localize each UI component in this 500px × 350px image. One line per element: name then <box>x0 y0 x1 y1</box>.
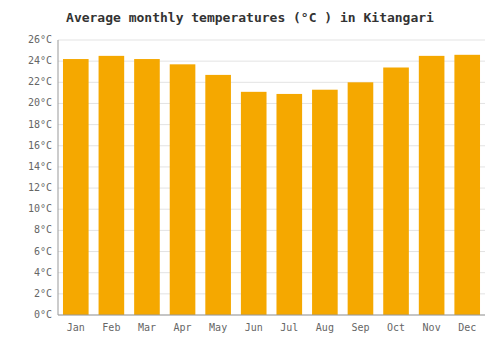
bar <box>99 56 125 315</box>
x-tick-label: Aug <box>316 322 334 333</box>
bar <box>63 59 89 315</box>
grid <box>58 40 485 315</box>
grid-line <box>58 315 485 316</box>
x-tick-label: Jul <box>280 322 298 333</box>
bar <box>205 75 231 315</box>
y-axis: 0°C 2°C 4°C 6°C 8°C 10°C 12°C 14°C 16°C 18°C 20°C 2… <box>28 34 52 320</box>
x-tick-label: Oct <box>387 322 405 333</box>
x-axis: Jan Feb Mar Apr May Jun Jul Aug Sep Oct Nov Dec <box>67 322 476 333</box>
x-tick-label: Jun <box>245 322 263 333</box>
bar <box>454 55 480 315</box>
x-tick-label: May <box>209 322 227 333</box>
bar <box>383 68 409 316</box>
x-axis-line <box>58 315 485 316</box>
bar <box>276 94 302 315</box>
bar <box>170 64 196 315</box>
y-tick-label: 20°C <box>28 97 52 108</box>
x-tick-label: Mar <box>138 322 156 333</box>
grid-line <box>58 40 485 41</box>
bar <box>134 59 160 315</box>
y-tick-label: 6°C <box>34 246 52 257</box>
x-tick-label: Jan <box>67 322 85 333</box>
y-tick-label: 18°C <box>28 119 52 130</box>
bar <box>419 56 445 315</box>
x-tick-label: Feb <box>102 322 120 333</box>
y-axis-line <box>58 40 59 315</box>
chart-container: 0°C 2°C 4°C 6°C 8°C 10°C 12°C 14°C 16°C 18°C 20°C 2… <box>0 0 500 350</box>
y-tick-label: 0°C <box>34 309 52 320</box>
y-tick-label: 4°C <box>34 267 52 278</box>
y-tick-label: 16°C <box>28 140 52 151</box>
y-tick-label: 8°C <box>34 224 52 235</box>
bar <box>312 90 338 315</box>
y-tick-label: 14°C <box>28 161 52 172</box>
chart-svg: 0°C 2°C 4°C 6°C 8°C 10°C 12°C 14°C 16°C 18°C 20°C 2… <box>0 0 500 350</box>
y-tick-label: 10°C <box>28 203 52 214</box>
bars <box>63 55 480 315</box>
x-tick-label: Dec <box>458 322 476 333</box>
x-tick-label: Nov <box>423 322 441 333</box>
bar <box>348 82 374 315</box>
x-tick-label: Sep <box>351 322 369 333</box>
y-tick-label: 26°C <box>28 34 52 45</box>
title: Average monthly temperatures (°C ) in Ki… <box>66 10 434 25</box>
y-tick-label: 24°C <box>28 55 52 66</box>
y-tick-label: 22°C <box>28 76 52 87</box>
y-tick-label: 2°C <box>34 288 52 299</box>
x-tick-label: Apr <box>174 322 192 333</box>
y-tick-label: 12°C <box>28 182 52 193</box>
bar <box>241 92 267 315</box>
